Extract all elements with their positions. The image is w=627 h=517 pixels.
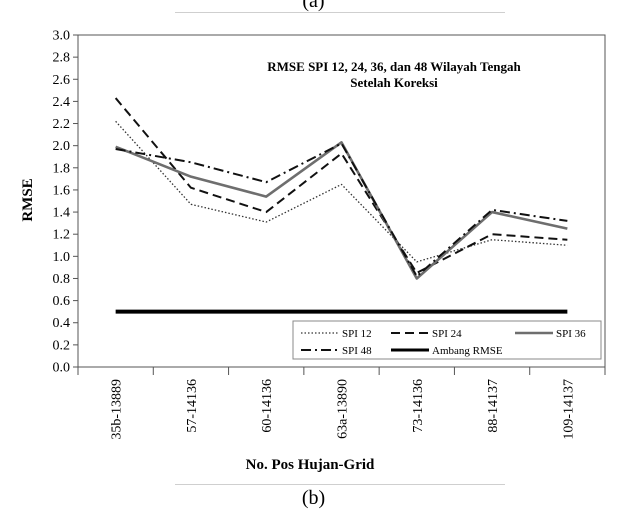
series-line-spi-48 [115, 142, 568, 278]
x-tick-label: 109-14137 [561, 379, 576, 440]
legend-label: Ambang RMSE [432, 345, 503, 357]
x-tick-label: 63a-13890 [336, 379, 351, 439]
y-tick-label: 2.4 [53, 95, 71, 110]
plot-frame [77, 34, 606, 368]
y-tick-label: 2.0 [53, 139, 71, 154]
y-axis-label: RMSE [20, 178, 36, 221]
y-tick-label: 1.6 [53, 183, 71, 198]
figure-caption-a: (a) [302, 0, 325, 12]
x-tick-label: 57-14136 [185, 379, 200, 433]
legend-label: SPI 12 [342, 328, 372, 340]
legend-box [292, 320, 602, 360]
y-tick-label: 2.2 [53, 117, 71, 132]
y-tick-label: 2.8 [53, 51, 71, 66]
legend-label: SPI 36 [556, 328, 586, 340]
y-tick-label: 0.0 [53, 361, 71, 376]
series-line-spi-36 [115, 141, 568, 280]
x-axis-label: No. Pos Hujan-Grid [246, 457, 375, 473]
y-tick-label: 2.6 [53, 73, 71, 88]
series-line-spi-24 [114, 97, 568, 274]
series-line-spi-12 [115, 120, 568, 263]
y-tick-label: 0.4 [53, 316, 71, 331]
x-tick-label: 60-14136 [260, 379, 275, 433]
y-tick-label: 1.8 [53, 161, 71, 176]
y-tick-label: 0.2 [53, 338, 71, 353]
y-tick-label: 1.4 [53, 206, 71, 221]
y-tick-label: 0.6 [53, 294, 71, 309]
chart-subtitle: Setelah Koreksi [350, 75, 438, 90]
legend-label: SPI 24 [432, 328, 462, 340]
caption-separator-bottom [175, 484, 505, 485]
x-tick-label: 88-14137 [486, 379, 501, 433]
y-tick-label: 0.8 [53, 272, 71, 287]
y-tick-label: 3.0 [53, 29, 71, 44]
legend-label: SPI 48 [342, 345, 372, 357]
x-tick-label: 35b-13889 [110, 379, 125, 440]
y-tick-label: 1.2 [53, 228, 71, 243]
chart-title: RMSE SPI 12, 24, 36, dan 48 Wilayah Teng… [267, 59, 521, 74]
figure-caption-b: (b) [301, 487, 326, 509]
x-tick-label: 73-14136 [411, 379, 426, 433]
y-tick-label: 1.0 [53, 250, 71, 265]
caption-separator-top [175, 12, 505, 13]
